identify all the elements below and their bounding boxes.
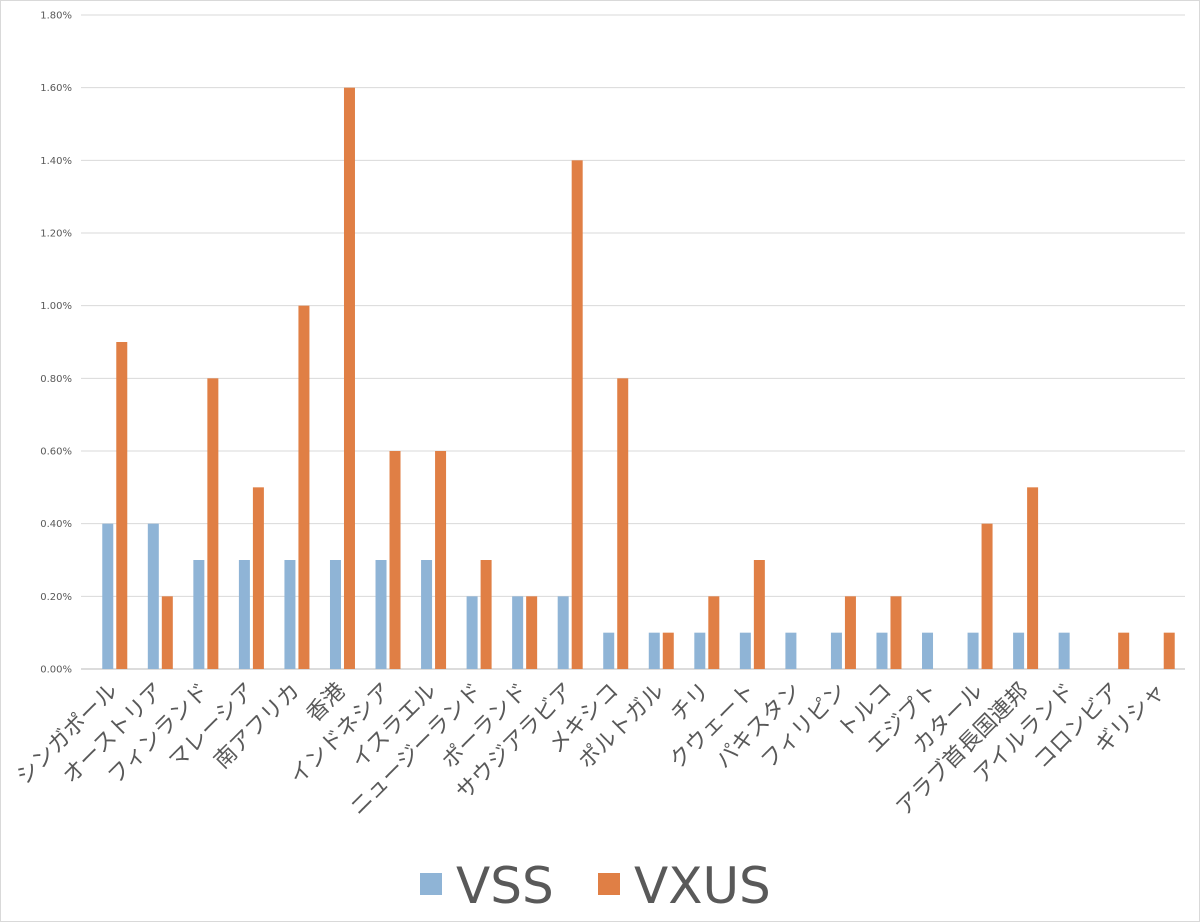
bar-vxus <box>252 487 264 669</box>
y-tick-label: 0.20% <box>40 592 72 603</box>
y-tick-label: 1.20% <box>40 229 72 240</box>
legend-label-vss: VSS <box>456 857 554 915</box>
bar-vss <box>967 632 979 669</box>
bar-vxus <box>207 378 219 669</box>
bar-vss <box>375 560 387 669</box>
bar-vxus <box>435 451 447 669</box>
y-tick-label: 1.80% <box>40 11 72 22</box>
bar-vss <box>922 632 934 669</box>
bar-vxus <box>161 596 173 669</box>
y-tick-label: 0.80% <box>40 374 72 385</box>
x-axis-labels: シンガポールオーストリアフィンランドマレーシア南アフリカ香港インドネシアイスラエ… <box>12 679 1170 821</box>
bar-vss <box>694 632 706 669</box>
bar-vss <box>557 596 569 669</box>
bar-vss <box>512 596 524 669</box>
bar-vxus <box>708 596 720 669</box>
legend-swatch-vss <box>420 873 442 895</box>
bar-vss <box>238 560 250 669</box>
bar-vxus <box>753 560 765 669</box>
bar-vss <box>329 560 341 669</box>
y-tick-label: 0.40% <box>40 519 72 530</box>
y-tick-label: 1.60% <box>40 83 72 94</box>
bar-vxus <box>343 87 355 669</box>
y-tick-label: 0.00% <box>40 665 72 676</box>
bar-vss <box>421 560 433 669</box>
bar-vss <box>785 632 797 669</box>
y-tick-label: 1.00% <box>40 301 72 312</box>
bar-vxus <box>116 342 128 669</box>
y-tick-label: 0.60% <box>40 447 72 458</box>
bar-vss <box>147 523 159 669</box>
y-tick-label: 1.40% <box>40 156 72 167</box>
bar-vxus <box>890 596 902 669</box>
bar-vxus <box>662 632 674 669</box>
legend-label-vxus: VXUS <box>634 857 771 915</box>
bar-vss <box>1013 632 1025 669</box>
y-axis-ticks: 0.00% 0.20% 0.40% 0.60% 0.80% 1.00% 1.20% 1.40%… <box>40 11 72 676</box>
bar-vss <box>284 560 296 669</box>
bar-vss <box>876 632 888 669</box>
bar-vxus <box>526 596 538 669</box>
bar-vss <box>648 632 660 669</box>
bar-vxus <box>571 160 583 670</box>
bar-vss <box>739 632 751 669</box>
bar-vxus <box>617 378 629 669</box>
gridlines <box>81 14 1185 670</box>
bar-vss <box>830 632 842 669</box>
bar-vxus <box>1027 487 1039 669</box>
bar-vxus <box>981 523 993 669</box>
bar-vxus <box>844 596 856 669</box>
bar-vss <box>466 596 478 669</box>
bar-vss <box>102 523 114 669</box>
legend: VSS VXUS <box>420 857 771 915</box>
bar-vss <box>603 632 615 669</box>
bar-vxus <box>480 560 492 669</box>
bar-vxus <box>389 451 401 669</box>
legend-swatch-vxus <box>598 873 620 895</box>
bar-vss <box>1058 632 1070 669</box>
bars <box>102 87 1175 670</box>
bar-vxus <box>1163 632 1175 669</box>
bar-vxus <box>298 305 310 669</box>
bar-vss <box>193 560 205 669</box>
bar-vxus <box>1118 632 1130 669</box>
